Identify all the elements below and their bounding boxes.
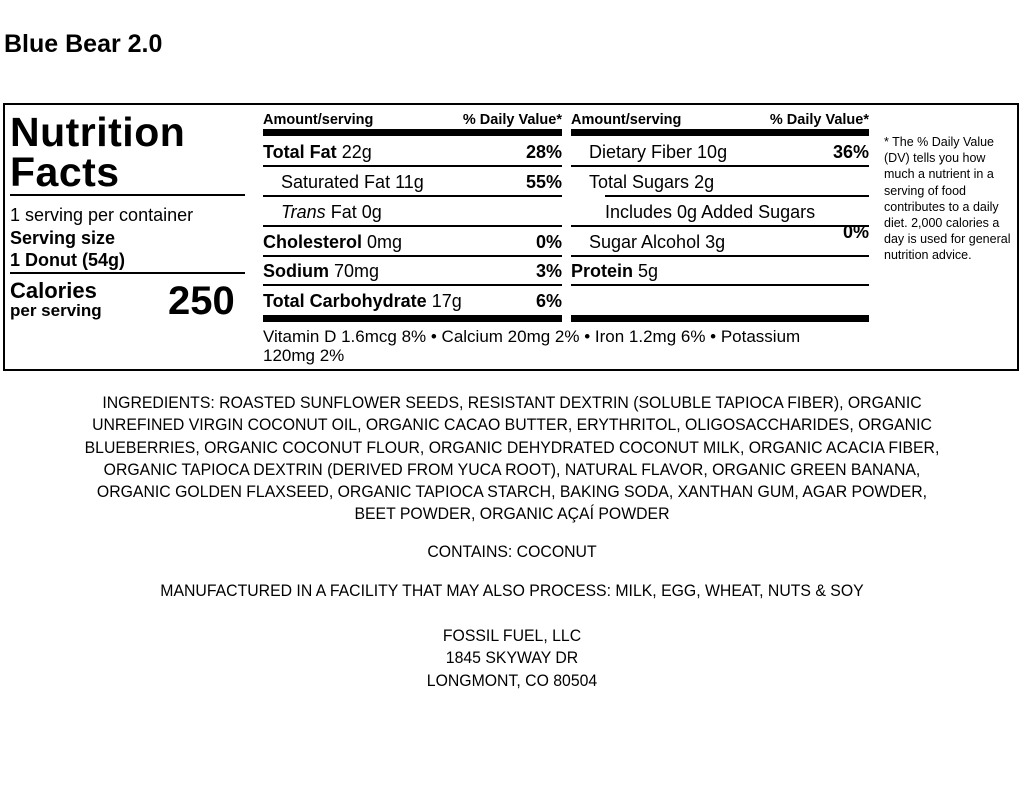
divider (263, 225, 562, 227)
row-saturated-fat: Saturated Fat 11g (281, 172, 424, 192)
right-header-dv: % Daily Value* (769, 112, 869, 128)
nutrition-facts-panel (3, 103, 1019, 371)
product-title: Blue Bear 2.0 (4, 30, 163, 58)
divider (263, 195, 562, 197)
ingredients-line: INGREDIENTS: ROASTED SUNFLOWER SEEDS, RE… (102, 393, 922, 412)
right-header-amount: Amount/serving (571, 112, 682, 128)
dv-dietary-fiber: 36% (832, 142, 869, 162)
contains-text: CONTAINS: COCONUT (427, 542, 597, 561)
ingredients-line: UNREFINED VIRGIN COCONUT OIL, ORGANIC CA… (92, 415, 932, 435)
row-added-sugars: Includes 0g Added Sugars (605, 202, 816, 222)
divider (10, 194, 245, 196)
manufacturer-name: FOSSIL FUEL, LLC (442, 626, 582, 645)
manufacturer-city: LONGMONT, CO 80504 (426, 670, 598, 690)
divider (10, 272, 245, 274)
calories-sublabel: per serving (10, 301, 102, 320)
row-total-fat: Total Fat 22g (263, 142, 372, 162)
manufacturer-street: 1845 SKYWAY DR (445, 648, 579, 668)
divider (263, 255, 562, 257)
ingredients-block: INGREDIENTS: ROASTED SUNFLOWER SEEDS, RE… (0, 392, 1024, 526)
divider (263, 284, 562, 286)
left-header-dv: % Daily Value* (462, 112, 562, 128)
daily-value-footnote: * The % Daily Value (DV) tells you how m… (884, 135, 1011, 263)
ingredients-line: ORGANIC GOLDEN FLAXSEED, ORGANIC TAPIOCA… (96, 482, 928, 502)
panel-heading-line1: Nutrition (10, 109, 186, 155)
vitamins-line2: 120mg 2% (263, 346, 345, 365)
dv-sodium: 3% (535, 261, 562, 281)
left-header-amount: Amount/serving (263, 112, 374, 128)
dv-total-fat: 28% (525, 142, 562, 162)
divider (605, 195, 869, 197)
calories-label: Calories (10, 278, 97, 303)
manufacturer-address: FOSSIL FUEL, LLC 1845 SKYWAY DR LONGMONT… (0, 625, 1024, 692)
divider (571, 255, 869, 257)
row-protein: Protein 5g (571, 261, 659, 281)
divider (571, 225, 869, 227)
row-sugar-alcohol: Sugar Alcohol 3g (589, 232, 726, 252)
row-trans-fat: Trans Fat 0g (281, 202, 382, 222)
thick-divider (263, 129, 562, 136)
ingredients-line: ORGANIC TAPIOCA DEXTRIN (DERIVED FROM YU… (103, 459, 921, 479)
serving-size-value: 1 Donut (54g) (10, 250, 125, 270)
divider (571, 284, 869, 286)
panel-heading-line2: Facts (10, 149, 120, 195)
dv-added-sugars: 0% (842, 222, 869, 242)
serving-size-label: Serving size (10, 228, 116, 248)
row-cholesterol: Cholesterol 0mg (263, 232, 403, 252)
divider (263, 165, 562, 167)
row-total-carbohydrate: Total Carbohydrate 17g (263, 291, 462, 311)
calories-value: 250 (168, 279, 235, 323)
contains-statement: CONTAINS: COCONUT (0, 541, 1024, 563)
dv-total-carbohydrate: 6% (535, 291, 562, 311)
divider (571, 165, 869, 167)
row-sodium: Sodium 70mg (263, 261, 380, 281)
thick-divider (571, 315, 869, 322)
ingredients-line: BLUEBERRIES, ORGANIC COCONUT FLOUR, ORGA… (84, 437, 940, 457)
facility-notice-text: MANUFACTURED IN A FACILITY THAT MAY ALSO… (160, 581, 864, 600)
dv-saturated-fat: 55% (525, 172, 562, 192)
dv-cholesterol: 0% (535, 232, 562, 252)
thick-divider (263, 315, 562, 322)
row-total-sugars: Total Sugars 2g (589, 172, 715, 192)
ingredients-line: BEET POWDER, ORGANIC AÇAÍ POWDER (354, 504, 670, 524)
servings-per-container: 1 serving per container (10, 205, 194, 225)
thick-divider (571, 129, 869, 136)
vitamins-line1: Vitamin D 1.6mcg 8% • Calcium 20mg 2% • … (263, 327, 801, 346)
facility-notice: MANUFACTURED IN A FACILITY THAT MAY ALSO… (0, 580, 1024, 602)
row-dietary-fiber: Dietary Fiber 10g (589, 142, 728, 162)
